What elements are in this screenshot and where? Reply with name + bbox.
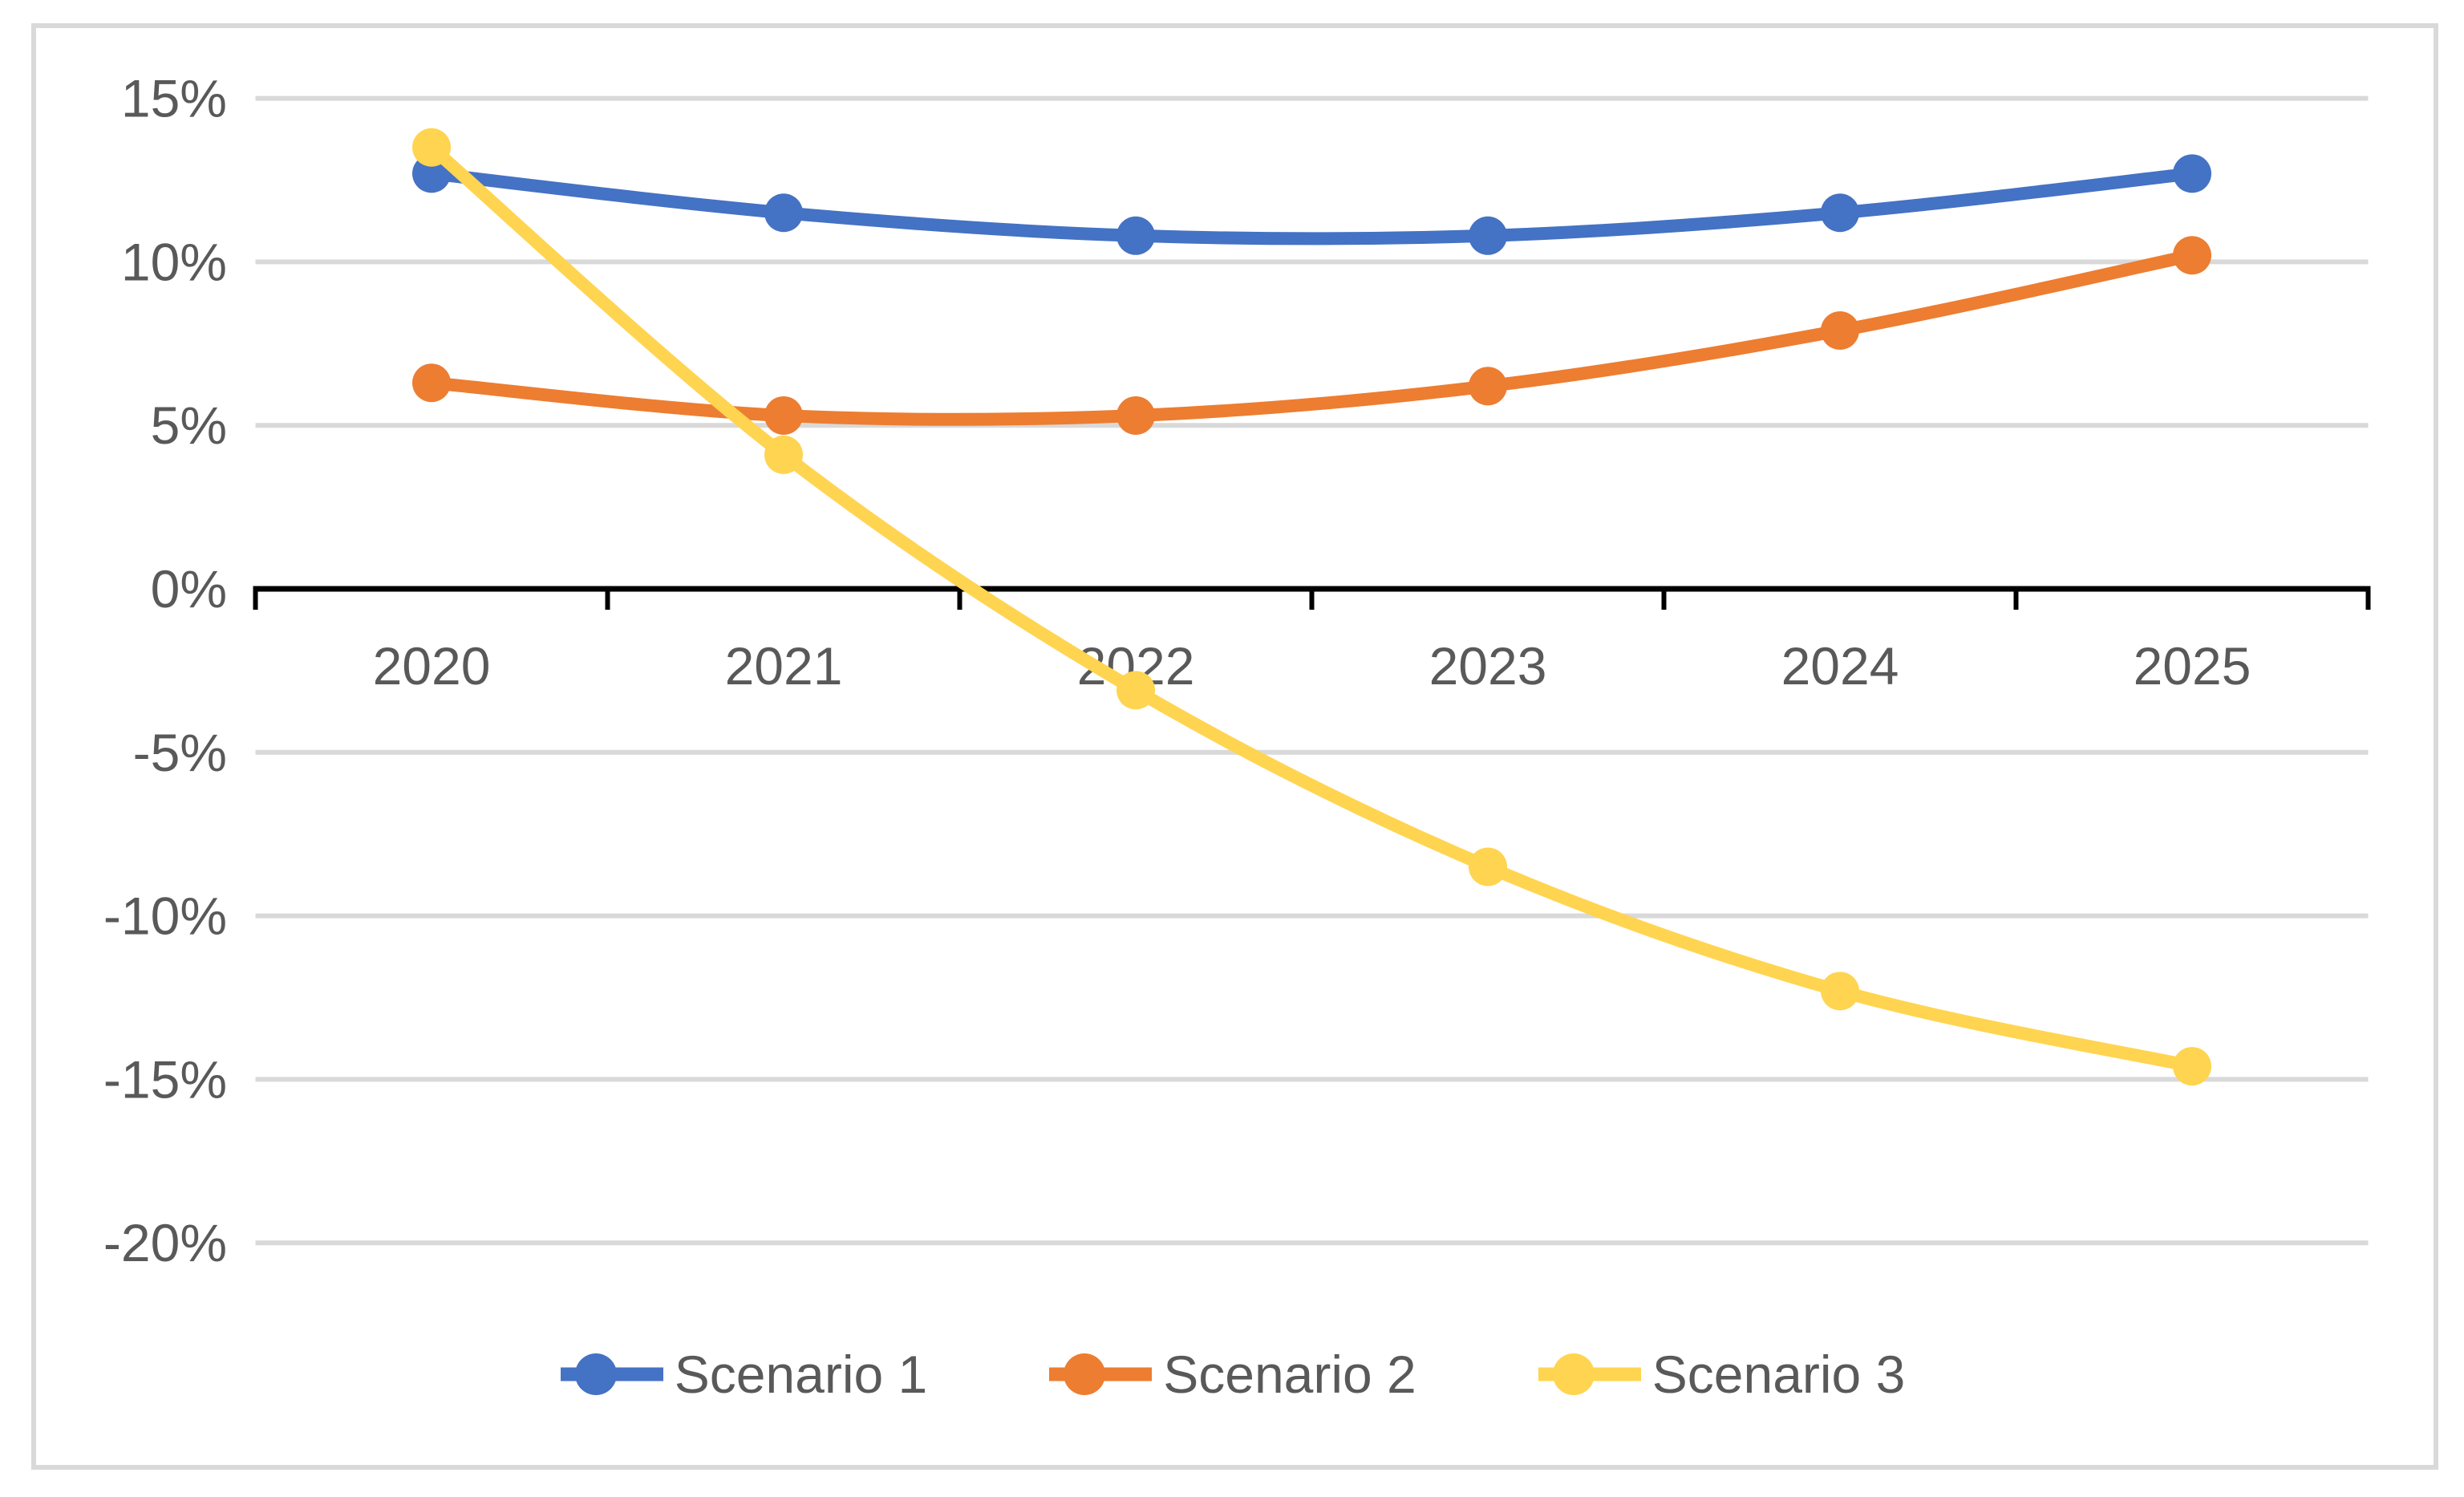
y-axis-tick-label: -15%: [103, 1049, 227, 1109]
x-axis-tick-label: 2020: [373, 636, 491, 696]
series-marker-2: [764, 396, 803, 435]
x-axis-tick-label: 2025: [2134, 636, 2251, 696]
x-axis-tick-label: 2021: [725, 636, 843, 696]
y-axis-tick-label: -10%: [103, 886, 227, 946]
x-axis-tick-label: 2023: [1429, 636, 1547, 696]
series-marker-1: [1116, 216, 1155, 255]
series-marker-1: [2173, 154, 2211, 193]
series-line-3: [425, 140, 2199, 1073]
y-axis-tick-label: 15%: [121, 69, 227, 128]
series-line-1: [425, 167, 2199, 245]
y-axis-tick-label: -20%: [103, 1213, 227, 1272]
series-marker-3: [1116, 671, 1155, 710]
y-axis-tick-label: 10%: [121, 232, 227, 291]
series-marker-2: [412, 363, 451, 403]
series-marker-2: [1821, 310, 1859, 350]
series-marker-2: [1469, 367, 1507, 406]
y-axis-tick-label: -5%: [133, 723, 227, 782]
y-axis-tick-label: 0%: [151, 559, 227, 619]
series-marker-3: [1821, 972, 1859, 1011]
series-marker-1: [1821, 193, 1859, 233]
series-marker-3: [2173, 1047, 2211, 1086]
series-marker-3: [1469, 847, 1507, 886]
y-axis-tick-label: 5%: [151, 396, 227, 455]
x-axis-tick-label: 2024: [1781, 636, 1899, 696]
series-marker-1: [1469, 216, 1507, 255]
series-marker-2: [2173, 236, 2211, 275]
series-marker-3: [764, 435, 803, 474]
series-marker-2: [1116, 396, 1155, 435]
series-marker-1: [764, 193, 803, 233]
series-marker-3: [412, 128, 451, 167]
